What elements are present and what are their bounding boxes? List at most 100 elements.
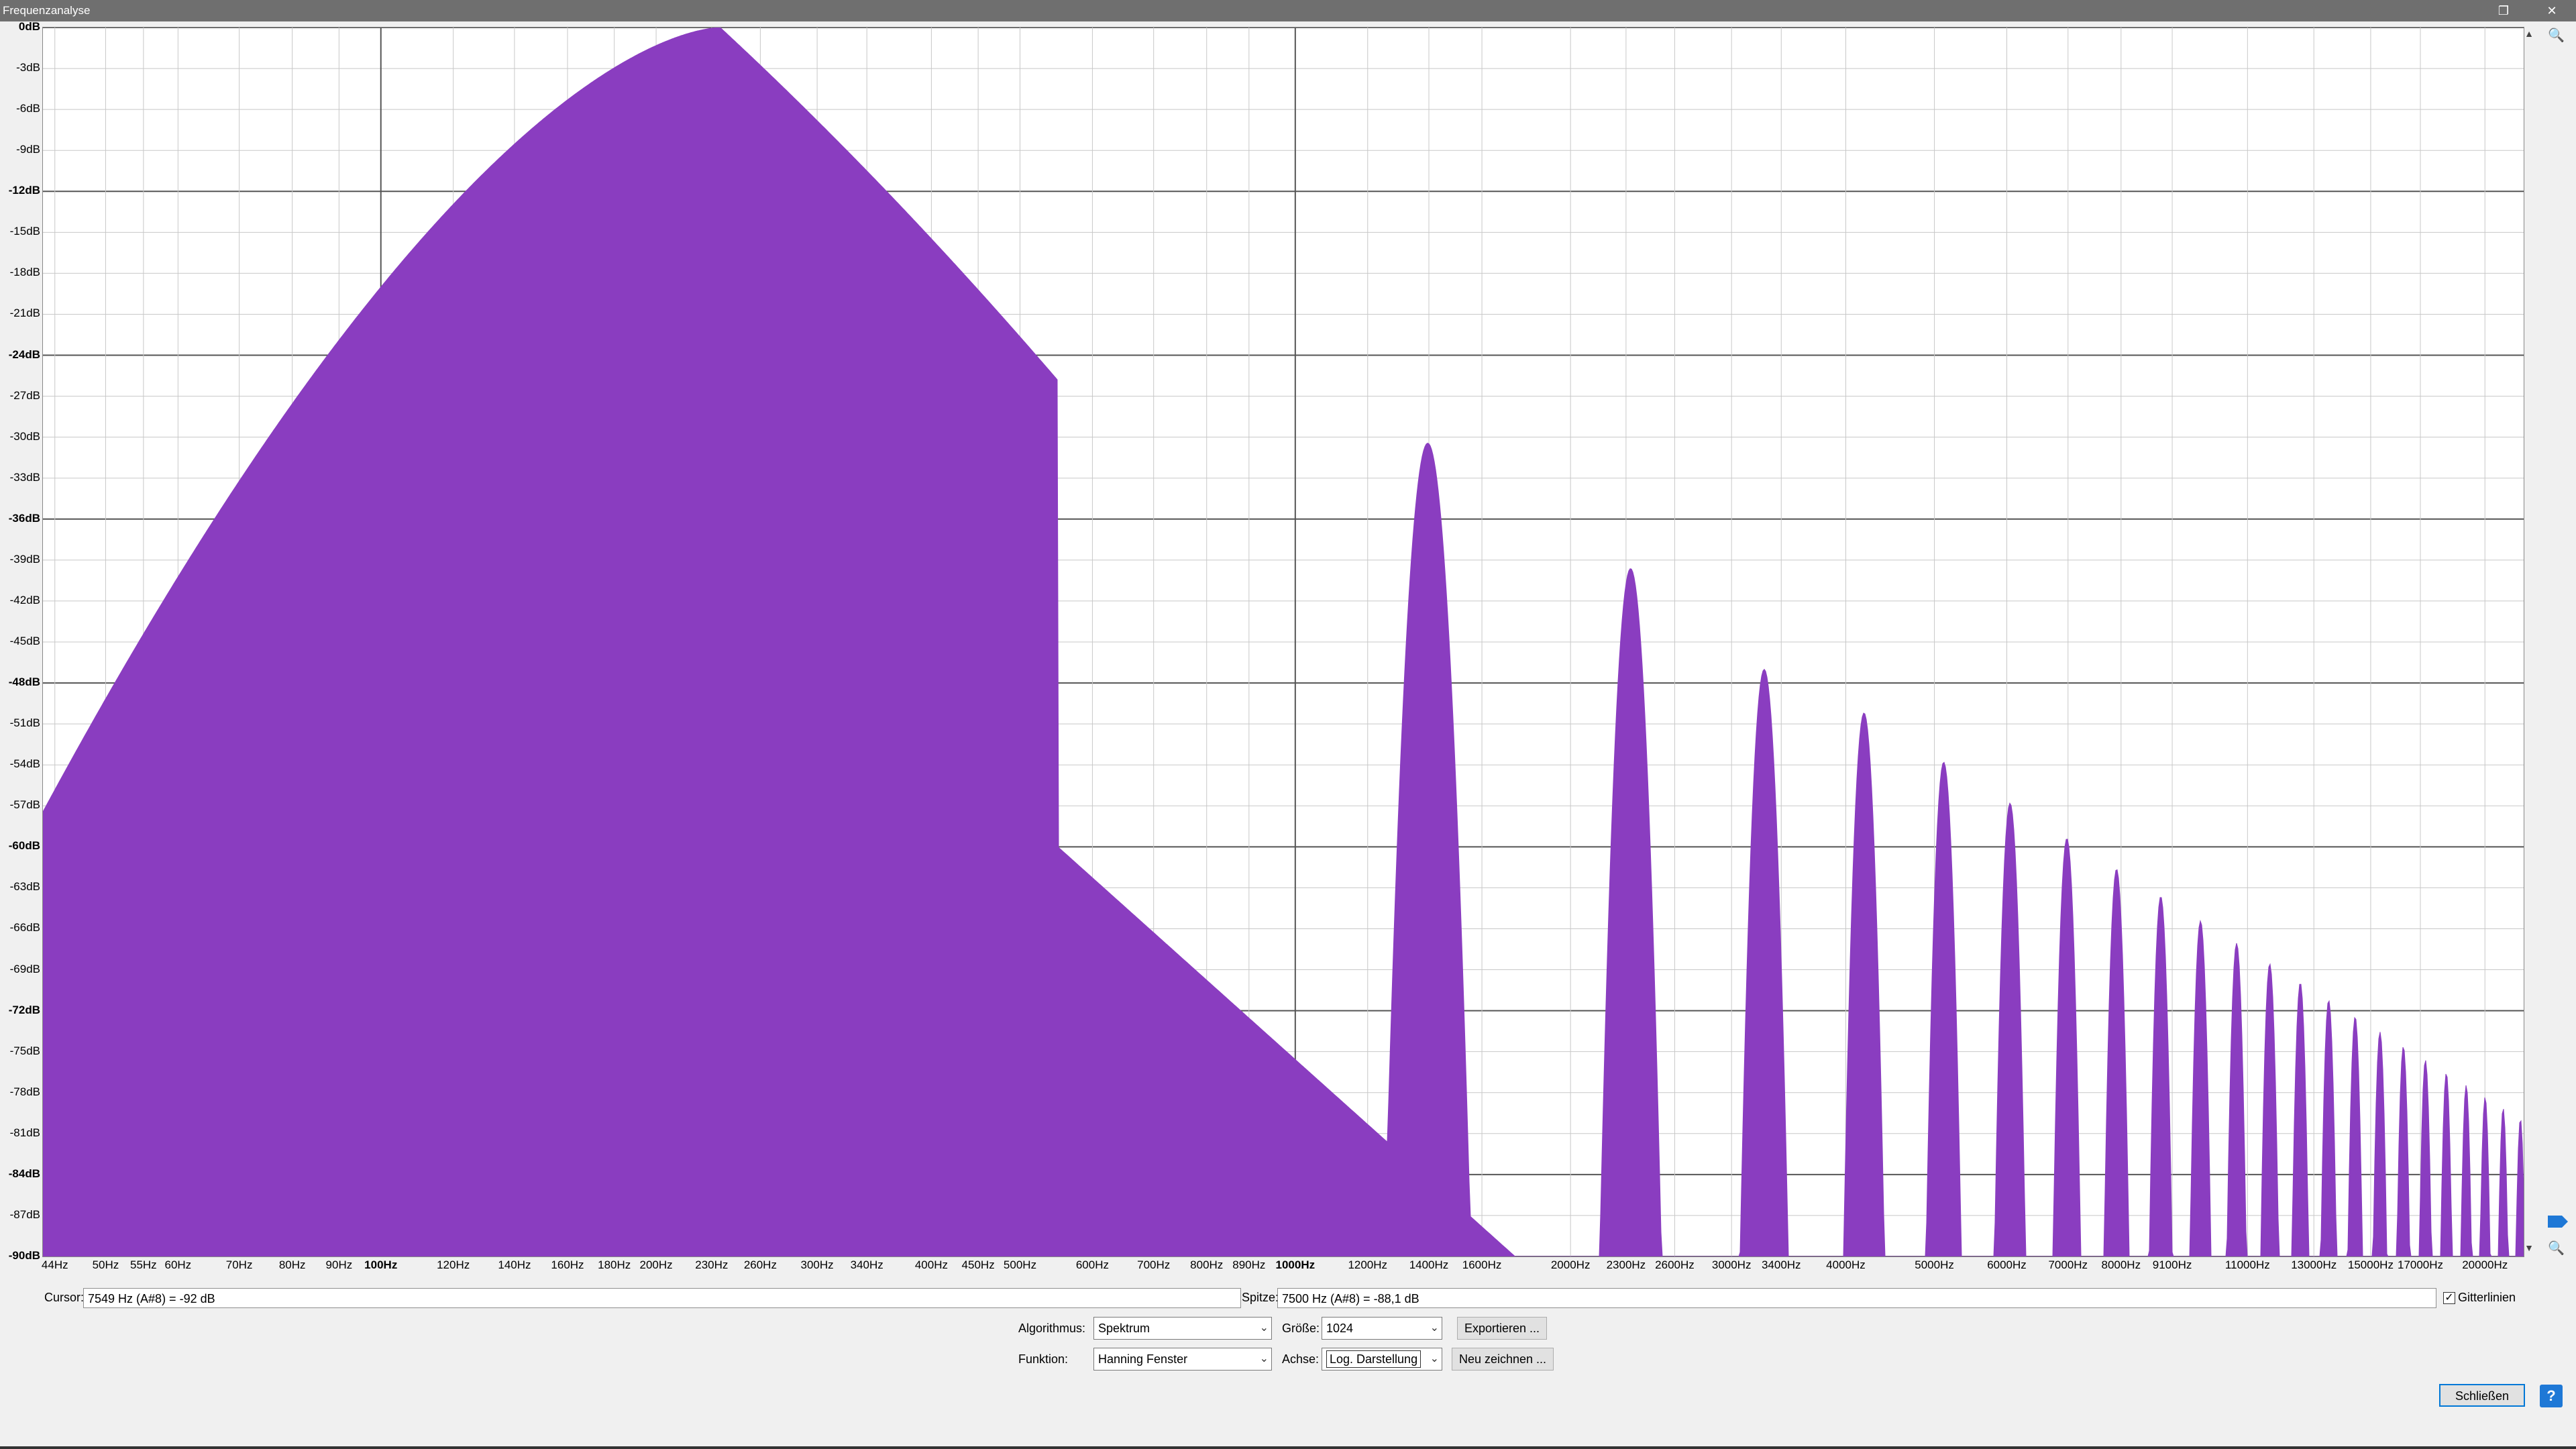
- spectrum-plot[interactable]: [42, 27, 2524, 1257]
- y-tick-label: -33dB: [9, 470, 40, 484]
- x-tick-label: 230Hz: [695, 1258, 729, 1271]
- x-tick-label: 7000Hz: [2048, 1258, 2088, 1271]
- y-tick-label: -42dB: [9, 593, 40, 606]
- y-tick-label: -78dB: [9, 1085, 40, 1098]
- x-tick-label: 4000Hz: [1826, 1258, 1866, 1271]
- algorithm-value: Spektrum: [1098, 1322, 1150, 1335]
- x-tick-label: 180Hz: [598, 1258, 631, 1271]
- x-tick-label: 120Hz: [437, 1258, 470, 1271]
- x-tick-label: 400Hz: [914, 1258, 948, 1271]
- y-tick-label: -6dB: [16, 102, 40, 115]
- algorithm-select[interactable]: Spektrum ⌄: [1093, 1317, 1272, 1340]
- y-tick-label: -72dB: [8, 1003, 40, 1016]
- x-tick-label: 90Hz: [325, 1258, 353, 1271]
- x-tick-label: 2600Hz: [1655, 1258, 1695, 1271]
- y-tick-label: -84dB: [8, 1167, 40, 1180]
- peak-readout: 7500 Hz (A#8) = -88,1 dB: [1277, 1288, 2436, 1308]
- y-tick-label: -60dB: [8, 839, 40, 853]
- chevron-down-icon: ⌄: [1259, 1322, 1269, 1334]
- zoom-out-icon[interactable]: 🔍: [2548, 1241, 2565, 1256]
- vertical-scrollbar[interactable]: ▲ ▼: [2524, 27, 2534, 1256]
- algorithm-label: Algorithmus:: [1018, 1322, 1086, 1335]
- x-tick-label: 200Hz: [639, 1258, 673, 1271]
- y-tick-label: -9dB: [16, 143, 40, 156]
- y-tick-label: -90dB: [8, 1249, 40, 1262]
- y-tick-label: 0dB: [18, 20, 40, 33]
- x-tick-label: 1600Hz: [1462, 1258, 1502, 1271]
- x-tick-label: 70Hz: [225, 1258, 253, 1271]
- y-tick-label: -81dB: [9, 1126, 40, 1139]
- function-value: Hanning Fenster: [1098, 1352, 1188, 1366]
- x-tick-label: 260Hz: [743, 1258, 777, 1271]
- export-button[interactable]: Exportieren ...: [1457, 1317, 1547, 1340]
- x-tick-label: 3000Hz: [1711, 1258, 1752, 1271]
- axis-select[interactable]: Log. Darstellung ⌄: [1322, 1348, 1442, 1371]
- window-title: Frequenzanalyse: [3, 4, 91, 17]
- zoom-in-icon[interactable]: 🔍: [2548, 28, 2565, 43]
- close-icon[interactable]: ✕: [2546, 4, 2557, 17]
- cursor-readout: 7549 Hz (A#8) = -92 dB: [83, 1288, 1241, 1308]
- spectrum-fill: [43, 28, 2524, 1256]
- spectrum-svg: [43, 28, 2524, 1256]
- chevron-down-icon: ⌄: [1430, 1322, 1439, 1334]
- x-tick-label: 13000Hz: [2291, 1258, 2337, 1271]
- scroll-down-icon[interactable]: ▼: [2524, 1242, 2534, 1253]
- x-tick-label: 2000Hz: [1550, 1258, 1591, 1271]
- y-tick-label: -21dB: [9, 307, 40, 320]
- x-tick-label: 890Hz: [1232, 1258, 1266, 1271]
- x-tick-label: 160Hz: [551, 1258, 584, 1271]
- size-value: 1024: [1326, 1322, 1354, 1335]
- zoom-slider-thumb[interactable]: [2548, 1216, 2568, 1228]
- x-tick-label: 50Hz: [92, 1258, 119, 1271]
- x-tick-label: 800Hz: [1190, 1258, 1224, 1271]
- y-tick-label: -75dB: [9, 1044, 40, 1057]
- size-select[interactable]: 1024 ⌄: [1322, 1317, 1442, 1340]
- y-tick-label: -87dB: [9, 1208, 40, 1221]
- x-tick-label: 2300Hz: [1606, 1258, 1646, 1271]
- y-tick-label: -3dB: [16, 61, 40, 74]
- x-tick-label: 450Hz: [961, 1258, 995, 1271]
- x-tick-label: 80Hz: [278, 1258, 306, 1271]
- x-tick-label: 100Hz: [364, 1258, 398, 1271]
- x-tick-label: 1000Hz: [1275, 1258, 1316, 1271]
- x-tick-label: 1200Hz: [1348, 1258, 1388, 1271]
- x-tick-label: 55Hz: [130, 1258, 157, 1271]
- y-tick-label: -36dB: [8, 511, 40, 525]
- y-tick-label: -12dB: [8, 184, 40, 197]
- scroll-up-icon[interactable]: ▲: [2524, 28, 2534, 39]
- help-button[interactable]: ?: [2540, 1385, 2563, 1407]
- y-tick-label: -57dB: [9, 798, 40, 812]
- y-tick-label: -39dB: [9, 552, 40, 566]
- x-tick-label: 1400Hz: [1409, 1258, 1449, 1271]
- close-button[interactable]: Schließen: [2439, 1384, 2525, 1407]
- gridlines-checkbox[interactable]: ✓: [2443, 1292, 2455, 1304]
- function-select[interactable]: Hanning Fenster ⌄: [1093, 1348, 1272, 1371]
- x-tick-label: 60Hz: [164, 1258, 192, 1271]
- x-tick-label: 44Hz: [41, 1258, 68, 1271]
- x-tick-label: 8000Hz: [2101, 1258, 2141, 1271]
- y-tick-label: -63dB: [9, 880, 40, 894]
- chevron-down-icon: ⌄: [1259, 1353, 1269, 1364]
- size-label: Größe:: [1282, 1322, 1320, 1335]
- restore-icon[interactable]: ❐: [2498, 4, 2510, 17]
- y-tick-label: -51dB: [9, 716, 40, 730]
- x-tick-label: 5000Hz: [1915, 1258, 1954, 1271]
- x-tick-label: 340Hz: [850, 1258, 883, 1271]
- x-tick-label: 700Hz: [1137, 1258, 1171, 1271]
- x-tick-label: 20000Hz: [2462, 1258, 2508, 1271]
- redraw-button[interactable]: Neu zeichnen ...: [1452, 1348, 1554, 1371]
- y-tick-label: -69dB: [9, 962, 40, 975]
- y-tick-label: -66dB: [9, 921, 40, 934]
- axis-label: Achse:: [1282, 1352, 1320, 1366]
- axis-value: Log. Darstellung: [1326, 1350, 1421, 1368]
- y-tick-label: -54dB: [9, 757, 40, 771]
- x-tick-label: 9100Hz: [2152, 1258, 2192, 1271]
- cursor-label: Cursor:: [44, 1291, 85, 1304]
- function-label: Funktion:: [1018, 1352, 1069, 1366]
- peak-label: Spitze:: [1242, 1291, 1279, 1304]
- gridlines-label: Gitterlinien: [2458, 1291, 2516, 1304]
- y-tick-label: -27dB: [9, 388, 40, 402]
- y-tick-label: -18dB: [9, 266, 40, 279]
- x-tick-label: 15000Hz: [2347, 1258, 2394, 1271]
- y-tick-label: -48dB: [8, 676, 40, 689]
